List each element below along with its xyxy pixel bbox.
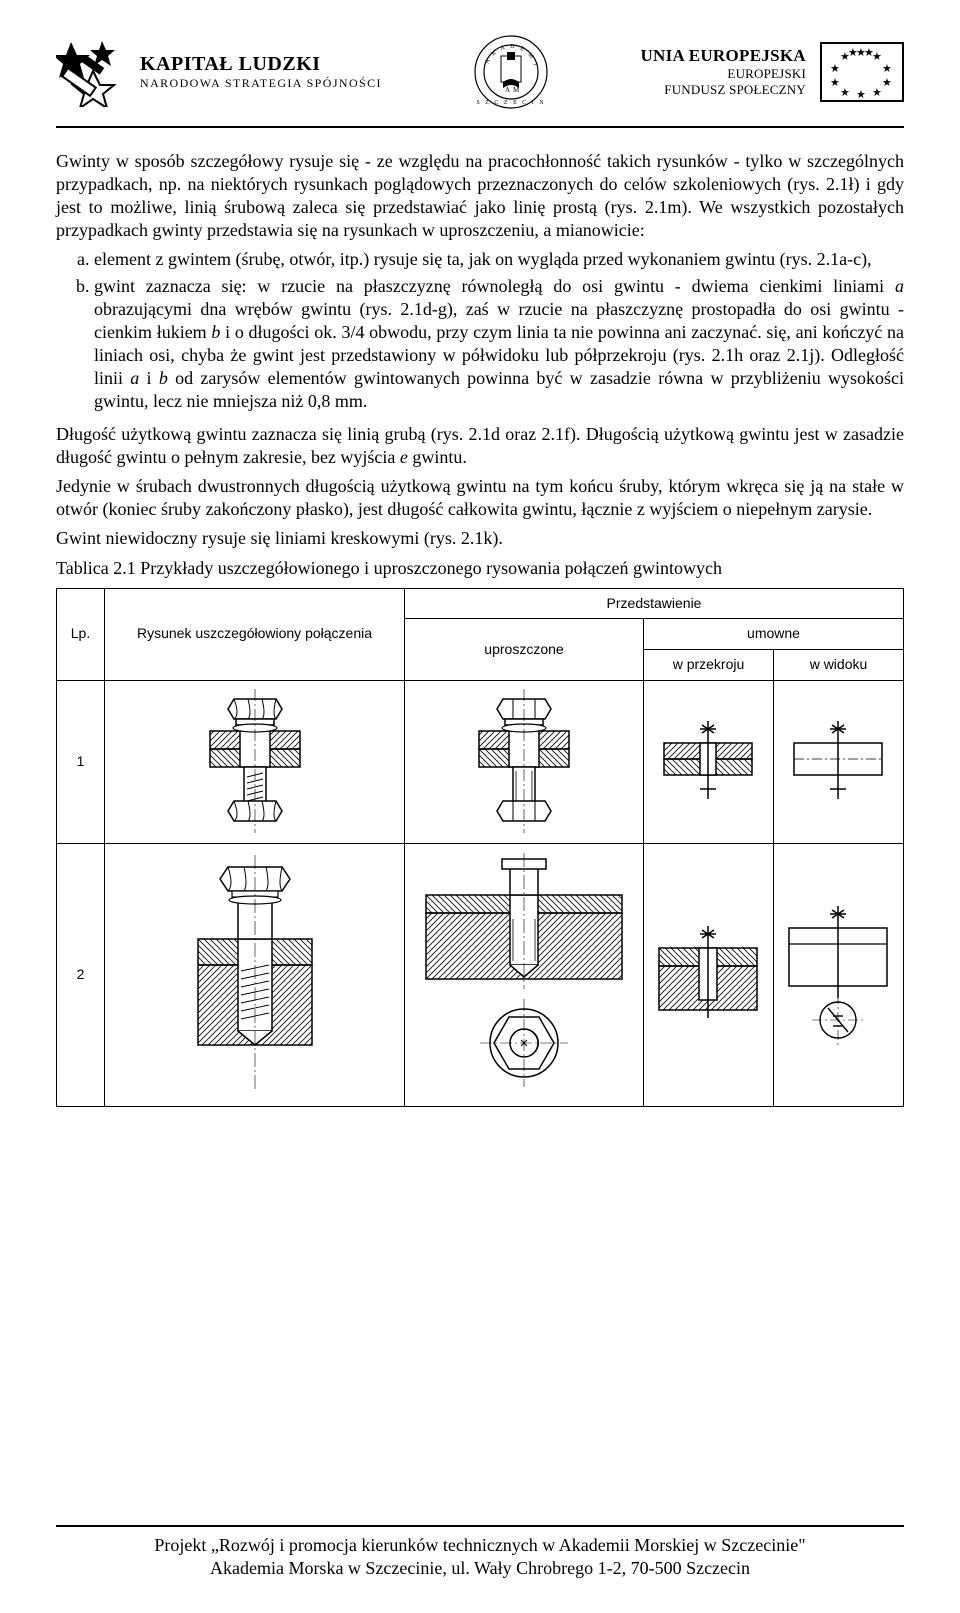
r2-simplified [405,844,644,1107]
li-b-var-a: a [895,276,904,296]
footer-line-1: Projekt „Rozwój i promocja kierunków tec… [56,1535,904,1556]
kapital-ludzki-icon [56,37,126,107]
examples-table: Lp. Rysunek uszczegółowiony połączenia P… [56,588,904,1108]
svg-text:A: A [505,86,510,94]
page-header: KAPITAŁ LUDZKI NARODOWA STRATEGIA SPÓJNO… [56,26,904,118]
bolt-view-symbol-icon [788,715,888,805]
ue-sub1: EUROPEJSKI [640,66,806,82]
r2-section [643,844,773,1107]
footer-rule [56,1525,904,1527]
stud-detailed-icon [190,853,320,1093]
page-footer: Projekt „Rozwój i promocja kierunków tec… [56,1525,904,1581]
header-left: KAPITAŁ LUDZKI NARODOWA STRATEGIA SPÓJNO… [56,37,382,107]
th-uproszczone: uproszczone [405,619,644,681]
li-b-var-b: b [159,368,168,388]
bolt-detailed-icon [200,685,310,835]
th-przedstawienie: Przedstawienie [405,588,904,619]
r1-detailed [105,681,405,844]
list-abc: element z gwintem (śrubę, otwór, itp.) r… [56,248,904,413]
li-b-text: od zarysów elementów gwintowanych powinn… [94,368,904,411]
akademia-morska-seal-icon: A K A D E M I A M O R S K A S Z C Z E C … [471,32,551,112]
r2-detailed [105,844,405,1107]
ue-title: UNIA EUROPEJSKA [640,46,806,66]
paragraph-2: Długość użytkową gwintu zaznacza się lin… [56,423,904,469]
eu-flag-icon: ★ ★ ★ ★ ★ ★ ★ ★ ★ ★ ★ ★ [820,42,904,102]
stud-simplified-icon [414,853,634,1093]
kapital-ludzki-text: KAPITAŁ LUDZKI NARODOWA STRATEGIA SPÓJNO… [140,53,382,91]
stud-section-symbol-icon [653,918,763,1028]
r1-simplified [405,681,644,844]
th-umowne: umowne [643,619,903,650]
header-rule [56,126,904,128]
kl-subtitle: NARODOWA STRATEGIA SPÓJNOŚCI [140,76,382,91]
th-w-przekroju: w przekroju [643,650,773,681]
document-body: Gwinty w sposób szczegółowy rysuje się -… [56,150,904,1107]
svg-text:S Z C Z E C I N: S Z C Z E C I N [477,100,546,106]
footer-line-2: Akademia Morska w Szczecinie, ul. Wały C… [56,1558,904,1579]
paragraph-1: Gwinty w sposób szczegółowy rysuje się -… [56,150,904,242]
table-caption: Tablica 2.1 Przykłady uszczegółowionego … [56,557,904,580]
r1-section [643,681,773,844]
row-num: 2 [57,844,105,1107]
r1-view [773,681,903,844]
li-b-text: gwint zaznacza się: w rzucie na płaszczy… [94,276,895,296]
para2-var-e: e [400,447,408,467]
th-big: Rysunek uszczegółowiony połączenia [105,588,405,681]
paragraph-4: Gwint niewidoczny rysuje się liniami kre… [56,527,904,550]
bolt-section-symbol-icon [658,715,758,805]
th-lp: Lp. [57,588,105,681]
para2-text: Długość użytkową gwintu zaznacza się lin… [56,424,904,467]
list-item-b: gwint zaznacza się: w rzucie na płaszczy… [94,275,904,413]
row-num: 1 [57,681,105,844]
svg-text:M: M [513,86,520,94]
header-right: UNIA EUROPEJSKA EUROPEJSKI FUNDUSZ SPOŁE… [640,42,904,102]
bolt-simplified-icon [469,685,579,835]
ue-text: UNIA EUROPEJSKA EUROPEJSKI FUNDUSZ SPOŁE… [640,46,806,98]
kl-title: KAPITAŁ LUDZKI [140,53,382,76]
paragraph-3: Jedynie w śrubach dwustronnych długością… [56,475,904,521]
li-b-text: i [139,368,159,388]
stud-view-symbol-icon [783,898,893,1048]
list-item-a: element z gwintem (śrubę, otwór, itp.) r… [94,248,904,271]
li-b-var-a: a [130,368,139,388]
th-w-widoku: w widoku [773,650,903,681]
r2-view [773,844,903,1107]
para2-text: gwintu. [408,447,467,467]
ue-sub2: FUNDUSZ SPOŁECZNY [640,82,806,98]
